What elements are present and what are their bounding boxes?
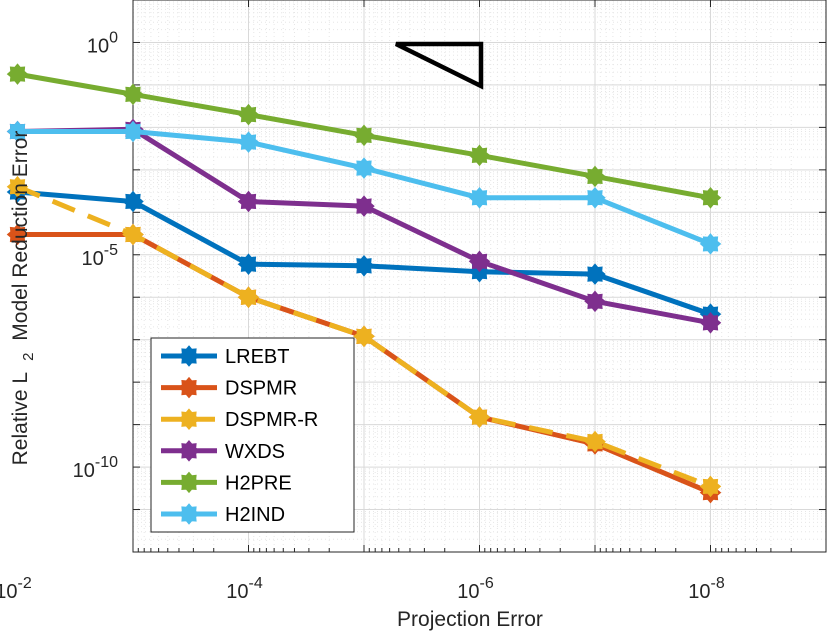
legend-marker-lrebt bbox=[178, 345, 200, 367]
legend-item-h2pre: H2PRE bbox=[161, 471, 292, 494]
legend-label-wxds: WXDS bbox=[225, 441, 285, 463]
axes bbox=[132, 0, 827, 553]
legend: LREBT DSPMR DSPMR-R WXDS H2PRE H2IND bbox=[150, 337, 355, 533]
slope-triangle bbox=[395, 41, 484, 90]
data-point-h2pre bbox=[468, 144, 491, 167]
data-point-h2ind bbox=[699, 233, 722, 255]
tick-labels: 10-2 10-4 10-6 10-8 100 10-5 10-10 bbox=[0, 29, 725, 603]
data-point-h2ind bbox=[237, 131, 260, 153]
data-point-dspmr-r bbox=[6, 175, 29, 198]
y-tick-label: 10-10 bbox=[73, 454, 118, 482]
data-point-dspmr-r bbox=[237, 286, 260, 308]
x-axis-label: Projection Error bbox=[397, 608, 543, 631]
data-point-h2pre bbox=[237, 103, 260, 126]
legend-label-dspmr: DSPMR bbox=[225, 378, 297, 400]
legend-item-h2ind: H2IND bbox=[161, 503, 285, 526]
data-point-dspmr-r bbox=[584, 430, 606, 453]
data-point-dspmr-r bbox=[468, 406, 491, 428]
data-point-dspmr bbox=[6, 223, 29, 246]
legend-marker-dspmr bbox=[178, 376, 200, 399]
data-point-h2pre bbox=[699, 187, 722, 209]
legend-marker-dspmr-r bbox=[178, 408, 200, 430]
data-point-h2ind bbox=[468, 187, 491, 209]
x-tick-label: 10-4 bbox=[226, 575, 263, 603]
data-point-dspmr-r bbox=[122, 223, 144, 246]
data-point-h2ind bbox=[353, 157, 375, 179]
legend-box bbox=[150, 337, 355, 533]
y-tick-label: 10-5 bbox=[82, 242, 119, 270]
data-point-lrebt bbox=[237, 253, 260, 275]
data-point-h2ind bbox=[584, 187, 606, 209]
data-point-lrebt bbox=[584, 263, 606, 285]
legend-marker-wxds bbox=[178, 440, 200, 462]
x-tick-label: 10-2 bbox=[0, 575, 32, 603]
data-point-wxds bbox=[353, 195, 375, 217]
legend-marker-h2ind bbox=[178, 503, 200, 525]
y-axis-label-suffix: Model Reduction Error bbox=[9, 131, 32, 341]
legend-item-lrebt: LREBT bbox=[161, 345, 289, 368]
legend-label-dspmr-r: DSPMR-R bbox=[225, 409, 318, 431]
legend-label-lrebt: LREBT bbox=[225, 346, 289, 368]
data-point-h2ind bbox=[6, 120, 29, 143]
legend-label-h2pre: H2PRE bbox=[225, 472, 292, 494]
data-point-wxds bbox=[699, 312, 722, 334]
legend-item-dspmr-r: DSPMR-R bbox=[161, 408, 318, 431]
series-layer bbox=[6, 63, 722, 504]
series-h2pre bbox=[6, 63, 722, 209]
data-point-h2ind bbox=[122, 120, 144, 143]
data-point-h2pre bbox=[122, 83, 144, 106]
data-point-h2pre bbox=[584, 165, 606, 188]
legend-marker-h2pre bbox=[178, 471, 200, 494]
data-point-h2pre bbox=[6, 63, 29, 85]
data-point-wxds bbox=[468, 250, 491, 273]
legend-item-dspmr: DSPMR bbox=[161, 376, 297, 400]
data-point-dspmr-r bbox=[353, 325, 375, 348]
y-axis-label-subscript: 2 bbox=[20, 353, 37, 361]
data-point-lrebt bbox=[122, 190, 144, 213]
x-tick-label: 10-8 bbox=[688, 575, 725, 603]
data-point-wxds bbox=[237, 190, 260, 213]
slope-triangle-annotation bbox=[395, 41, 484, 90]
series-h2ind bbox=[6, 120, 722, 255]
data-point-wxds bbox=[584, 290, 606, 313]
series-dspmr-r bbox=[6, 175, 722, 498]
legend-label-h2ind: H2IND bbox=[225, 504, 285, 526]
data-point-h2pre bbox=[353, 124, 375, 147]
y-tick-label: 100 bbox=[87, 29, 118, 57]
y-axis-label: Relative L 2 Model Reduction Error bbox=[9, 131, 38, 466]
legend-item-wxds: WXDS bbox=[161, 440, 285, 463]
data-point-dspmr-r bbox=[699, 475, 722, 498]
y-axis-label-prefix: Relative L bbox=[9, 373, 32, 466]
x-tick-label: 10-6 bbox=[457, 575, 494, 603]
data-point-lrebt bbox=[353, 255, 375, 277]
